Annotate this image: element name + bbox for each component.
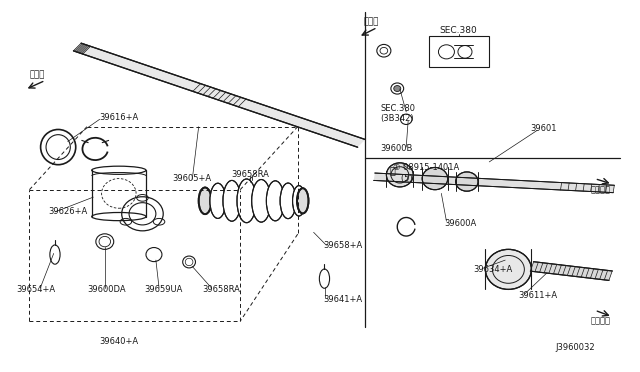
Ellipse shape <box>198 187 211 214</box>
Text: 39616+A: 39616+A <box>100 113 139 122</box>
Ellipse shape <box>280 183 296 219</box>
Ellipse shape <box>422 167 448 190</box>
Text: 39600B: 39600B <box>381 144 413 153</box>
Bar <box>429 36 489 67</box>
Text: Ⓞ: Ⓞ <box>390 165 396 175</box>
Text: 39634+A: 39634+A <box>473 265 513 274</box>
Text: 39611+A: 39611+A <box>518 291 557 300</box>
Ellipse shape <box>387 163 413 187</box>
Ellipse shape <box>210 183 226 218</box>
Text: 39605+A: 39605+A <box>173 174 212 183</box>
Text: 39658+A: 39658+A <box>323 241 362 250</box>
Text: タイヤ側: タイヤ側 <box>591 317 611 326</box>
Ellipse shape <box>252 180 271 222</box>
Text: SEC.380: SEC.380 <box>440 26 477 35</box>
Text: デフ側: デフ側 <box>364 18 379 27</box>
Text: SEC.380
(3B342): SEC.380 (3B342) <box>381 104 415 124</box>
Text: 39658RA: 39658RA <box>202 285 240 294</box>
Ellipse shape <box>394 86 401 92</box>
Text: デフ側: デフ側 <box>30 70 45 79</box>
Ellipse shape <box>292 186 305 216</box>
Text: 39659UA: 39659UA <box>145 285 183 294</box>
Text: 39601: 39601 <box>531 124 557 133</box>
Ellipse shape <box>485 249 531 289</box>
Ellipse shape <box>456 172 478 191</box>
Ellipse shape <box>223 180 241 221</box>
Text: 39626+A: 39626+A <box>49 208 88 217</box>
Text: 39658RA: 39658RA <box>231 170 269 179</box>
Text: タイヤ側: タイヤ側 <box>591 185 611 194</box>
Text: ① 08915-1401A
   (5): ① 08915-1401A (5) <box>394 163 460 183</box>
Text: 39600DA: 39600DA <box>87 285 125 294</box>
Text: 39641+A: 39641+A <box>323 295 362 304</box>
Text: 39654+A: 39654+A <box>17 285 56 294</box>
Polygon shape <box>74 43 365 147</box>
Ellipse shape <box>237 179 256 223</box>
Polygon shape <box>531 262 612 280</box>
Polygon shape <box>374 173 614 193</box>
Ellipse shape <box>297 188 308 214</box>
Text: 39640+A: 39640+A <box>99 337 138 346</box>
Text: 39600A: 39600A <box>445 219 477 228</box>
Ellipse shape <box>266 181 284 221</box>
Text: J3960032: J3960032 <box>556 343 595 352</box>
